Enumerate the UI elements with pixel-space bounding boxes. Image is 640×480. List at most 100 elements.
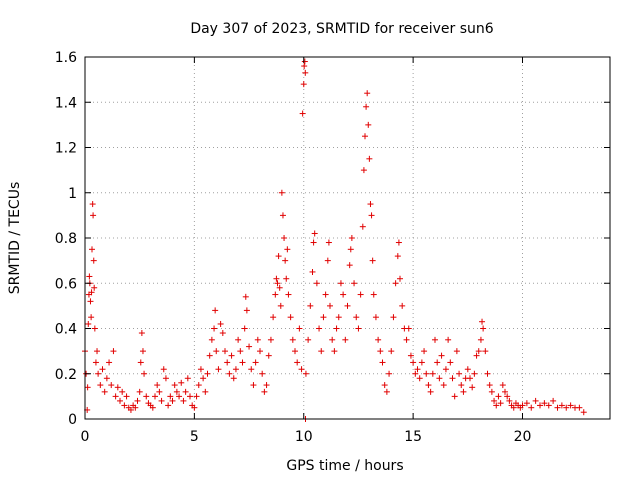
data-point <box>469 384 476 391</box>
data-point <box>206 352 213 359</box>
data-point <box>438 352 445 359</box>
data-point <box>365 121 372 128</box>
data-point <box>399 302 406 309</box>
data-point <box>235 336 242 343</box>
data-point <box>410 359 417 366</box>
data-point <box>480 325 487 332</box>
data-point <box>528 404 535 411</box>
data-point <box>367 201 374 208</box>
data-point <box>274 280 281 287</box>
data-point <box>90 257 97 264</box>
x-tick-label: 20 <box>514 429 532 445</box>
x-tick-label: 0 <box>81 429 90 445</box>
data-point <box>412 370 419 377</box>
data-point <box>580 409 587 416</box>
data-point <box>329 336 336 343</box>
data-point <box>197 366 204 373</box>
data-point <box>300 81 307 88</box>
data-point <box>491 397 498 404</box>
data-point <box>519 402 526 409</box>
data-point <box>363 103 370 110</box>
data-point <box>482 348 489 355</box>
x-tick-label: 10 <box>295 429 313 445</box>
data-point <box>250 382 257 389</box>
data-point <box>208 336 215 343</box>
data-point <box>222 348 228 355</box>
data-point <box>289 336 296 343</box>
data-point <box>451 393 458 400</box>
data-point <box>442 366 449 373</box>
data-point <box>427 388 434 395</box>
data-point <box>110 348 117 355</box>
data-point <box>90 212 97 219</box>
data-point <box>390 314 397 321</box>
data-point <box>91 325 98 332</box>
data-point <box>219 330 226 337</box>
data-point <box>416 375 423 382</box>
x-axis-label: GPS time / hours <box>286 458 403 474</box>
data-point <box>180 397 187 404</box>
data-point <box>182 388 189 395</box>
data-point <box>475 348 482 355</box>
data-point <box>388 348 395 355</box>
data-point <box>395 239 402 246</box>
data-point <box>123 393 130 400</box>
data-point <box>325 239 332 246</box>
data-point <box>97 382 104 389</box>
data-point <box>458 382 465 389</box>
data-point <box>368 212 375 219</box>
x-tick-label: 5 <box>190 429 199 445</box>
data-point <box>440 382 447 389</box>
data-point <box>477 336 484 343</box>
data-point <box>204 370 211 377</box>
data-point <box>200 375 207 382</box>
data-point <box>434 359 441 366</box>
data-point <box>296 325 303 332</box>
data-point <box>277 302 284 309</box>
data-point <box>294 359 301 366</box>
data-point <box>284 246 291 253</box>
data-point <box>342 336 349 343</box>
data-point <box>370 291 377 298</box>
data-point <box>88 314 95 321</box>
plot-border <box>84 56 611 420</box>
data-point <box>261 388 268 395</box>
data-point <box>346 262 353 269</box>
data-point <box>453 348 460 355</box>
data-point <box>333 325 340 332</box>
data-point <box>499 382 506 389</box>
data-point <box>84 384 91 391</box>
data-point <box>394 253 401 260</box>
data-point <box>156 388 163 395</box>
data-point <box>471 370 478 377</box>
data-series-sun6 <box>82 58 587 422</box>
data-point <box>375 336 382 343</box>
data-point <box>425 382 432 389</box>
data-point <box>279 212 286 219</box>
data-point <box>108 382 115 389</box>
data-point <box>541 400 548 407</box>
data-point <box>212 307 219 314</box>
data-point <box>383 388 390 395</box>
data-point <box>178 379 185 386</box>
data-point <box>257 348 263 355</box>
data-point <box>381 382 388 389</box>
data-point <box>473 352 480 359</box>
data-point <box>348 235 355 241</box>
data-point <box>449 375 456 382</box>
data-point <box>532 397 539 404</box>
data-point <box>567 402 574 409</box>
data-point <box>143 393 150 400</box>
data-point <box>311 230 318 237</box>
data-point <box>87 298 94 305</box>
y-tick-label: 0.8 <box>55 231 77 247</box>
data-point <box>171 382 178 389</box>
data-point <box>497 400 504 407</box>
data-point <box>558 402 565 409</box>
data-point <box>464 366 471 373</box>
data-point <box>324 257 331 264</box>
data-point <box>273 275 280 282</box>
data-point <box>351 280 358 287</box>
data-point <box>89 201 96 208</box>
data-point <box>224 359 231 366</box>
